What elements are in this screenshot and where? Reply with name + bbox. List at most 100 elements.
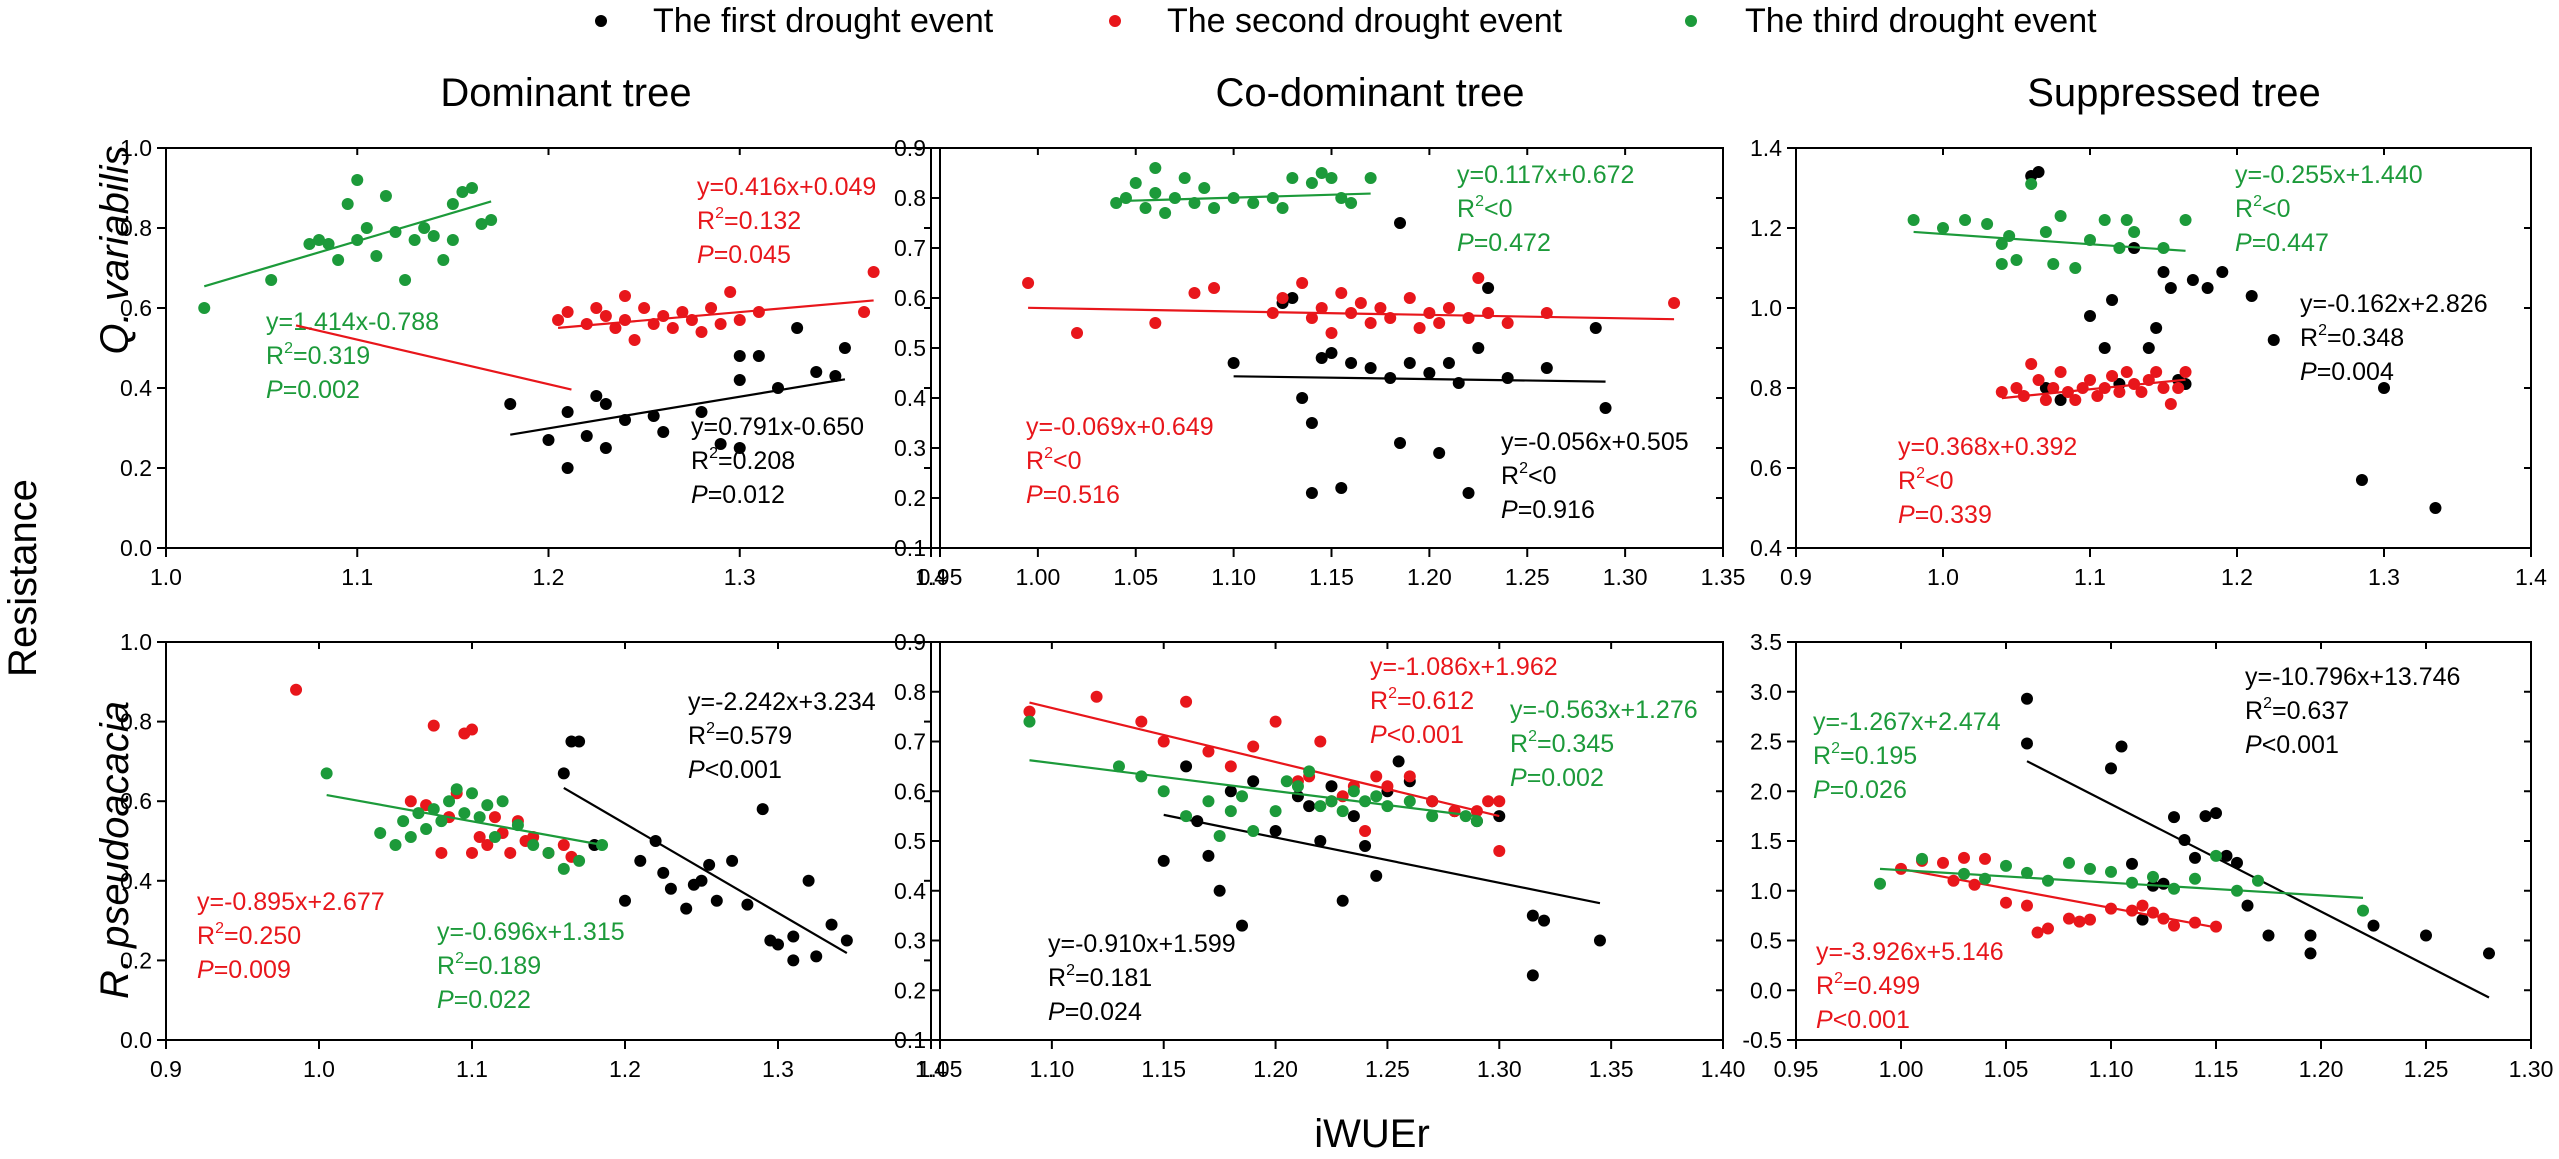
fit-line [1029,759,1478,818]
fit-equation: y=-2.242x+3.234 [688,688,876,716]
data-point [1286,172,1299,184]
fit-r-squared: R2<0 [2235,193,2290,223]
x-tick-label: 1.15 [1141,1056,1186,1082]
y-tick-label: 0.4 [1750,535,1782,561]
data-point [2220,849,2233,862]
y-tick-label: 0.9 [894,135,926,161]
data-point [1325,327,1338,339]
data-point [1958,851,1970,864]
data-point [1305,177,1318,189]
data-point [1119,192,1132,204]
data-point [1269,805,1282,818]
data-point [1236,919,1249,932]
fit-p-value: P=0.002 [1510,764,1604,792]
data-point [628,334,641,346]
fit-equation: y=0.368x+0.392 [1898,433,2077,461]
data-point [2172,382,2185,394]
x-tick-label: 1.30 [2509,1056,2554,1082]
fit-equation: y=0.416x+0.049 [697,173,876,201]
data-point [450,783,463,796]
fit-p-value: P=0.012 [691,481,785,509]
data-point [1370,869,1383,882]
data-point [2000,859,2012,872]
data-point [504,846,517,859]
fit-p-value: P<0.001 [688,756,782,784]
data-point [1188,287,1201,299]
data-point [664,882,677,895]
data-point [1157,785,1170,798]
data-point [752,306,765,318]
data-point [1354,297,1367,309]
data-point [2032,166,2045,178]
data-point [1433,447,1446,459]
data-point [446,234,459,246]
legend-marker-first [595,15,607,27]
fit-p-value: P=0.024 [1048,998,1142,1026]
x-tick-label: 1.05 [1113,564,1158,590]
data-point [1403,292,1416,304]
series-green: y=-0.255x+1.440 R2<0 P=0.447 [1907,161,2423,274]
data-point [1213,830,1226,843]
data-point [2021,866,2033,879]
fit-p-value: P=0.045 [697,241,791,269]
data-point [435,815,448,828]
fit-p-value: P=0.009 [197,956,291,984]
fit-r-squared: R2<0 [1501,460,1556,490]
fit-line [1029,701,1500,818]
y-tick-label: 0.2 [120,947,152,973]
data-point [703,858,716,871]
data-point [2241,899,2254,912]
fit-r-squared: R2=0.189 [437,950,541,980]
series-red: y=0.416x+0.049 R2=0.132 P=0.045 [552,173,880,346]
fit-p-value: P=0.022 [437,986,531,1014]
data-point [1208,202,1221,214]
data-point [2147,870,2159,883]
data-point [2126,904,2138,917]
x-tick-label: 1.1 [456,1056,488,1082]
data-point [488,831,501,844]
panel-r-dominant: 0.9 1.0 1.1 1.2 1.3 1.4 0.0 0.2 0.4 0.6 0.8 1.0 y=-2… [120,324,947,1082]
y-tick-label: 0.8 [1750,375,1782,401]
data-point [2010,382,2023,394]
data-point [2201,282,2214,294]
y-tick-label: 0.1 [894,535,926,561]
data-point [2047,382,2060,394]
data-point [619,894,631,907]
legend-label-third: The third drought event [1745,2,2097,40]
data-point [772,382,784,394]
data-point [2135,386,2148,398]
fit-equation: y=-0.696x+1.315 [437,918,625,946]
data-point [2304,947,2317,960]
x-tick-label: 1.2 [533,564,565,590]
data-point [1325,347,1338,359]
x-tick-label: 1.20 [1253,1056,1298,1082]
data-point [542,846,555,859]
x-tick-label: 1.10 [1211,564,1256,590]
data-point [695,326,708,338]
data-point [427,803,440,816]
data-point [1227,357,1240,369]
data-point [2199,810,2212,823]
x-tick-label: 1.05 [918,1056,963,1082]
fit-r-squared: R2=0.579 [688,720,792,750]
data-point [634,854,647,867]
fit-equation: y=1.414x-0.788 [266,308,439,336]
fit-equation: y=-0.255x+1.440 [2235,161,2423,189]
data-point [1364,317,1377,329]
data-point [418,222,431,234]
data-point [2142,342,2155,354]
data-point [2098,214,2111,226]
data-point [619,314,631,326]
data-point [787,954,800,967]
data-point [2136,913,2149,926]
x-tick-label: 1.20 [2299,1056,2344,1082]
data-point [1403,357,1416,369]
data-point [399,274,412,286]
x-tick-label: 1.4 [915,564,947,590]
data-point [1374,302,1387,314]
data-point [1335,287,1348,299]
data-point [404,795,417,808]
data-point [1599,402,1612,414]
data-point [2210,807,2222,820]
fit-p-value: P=0.916 [1501,496,1595,524]
